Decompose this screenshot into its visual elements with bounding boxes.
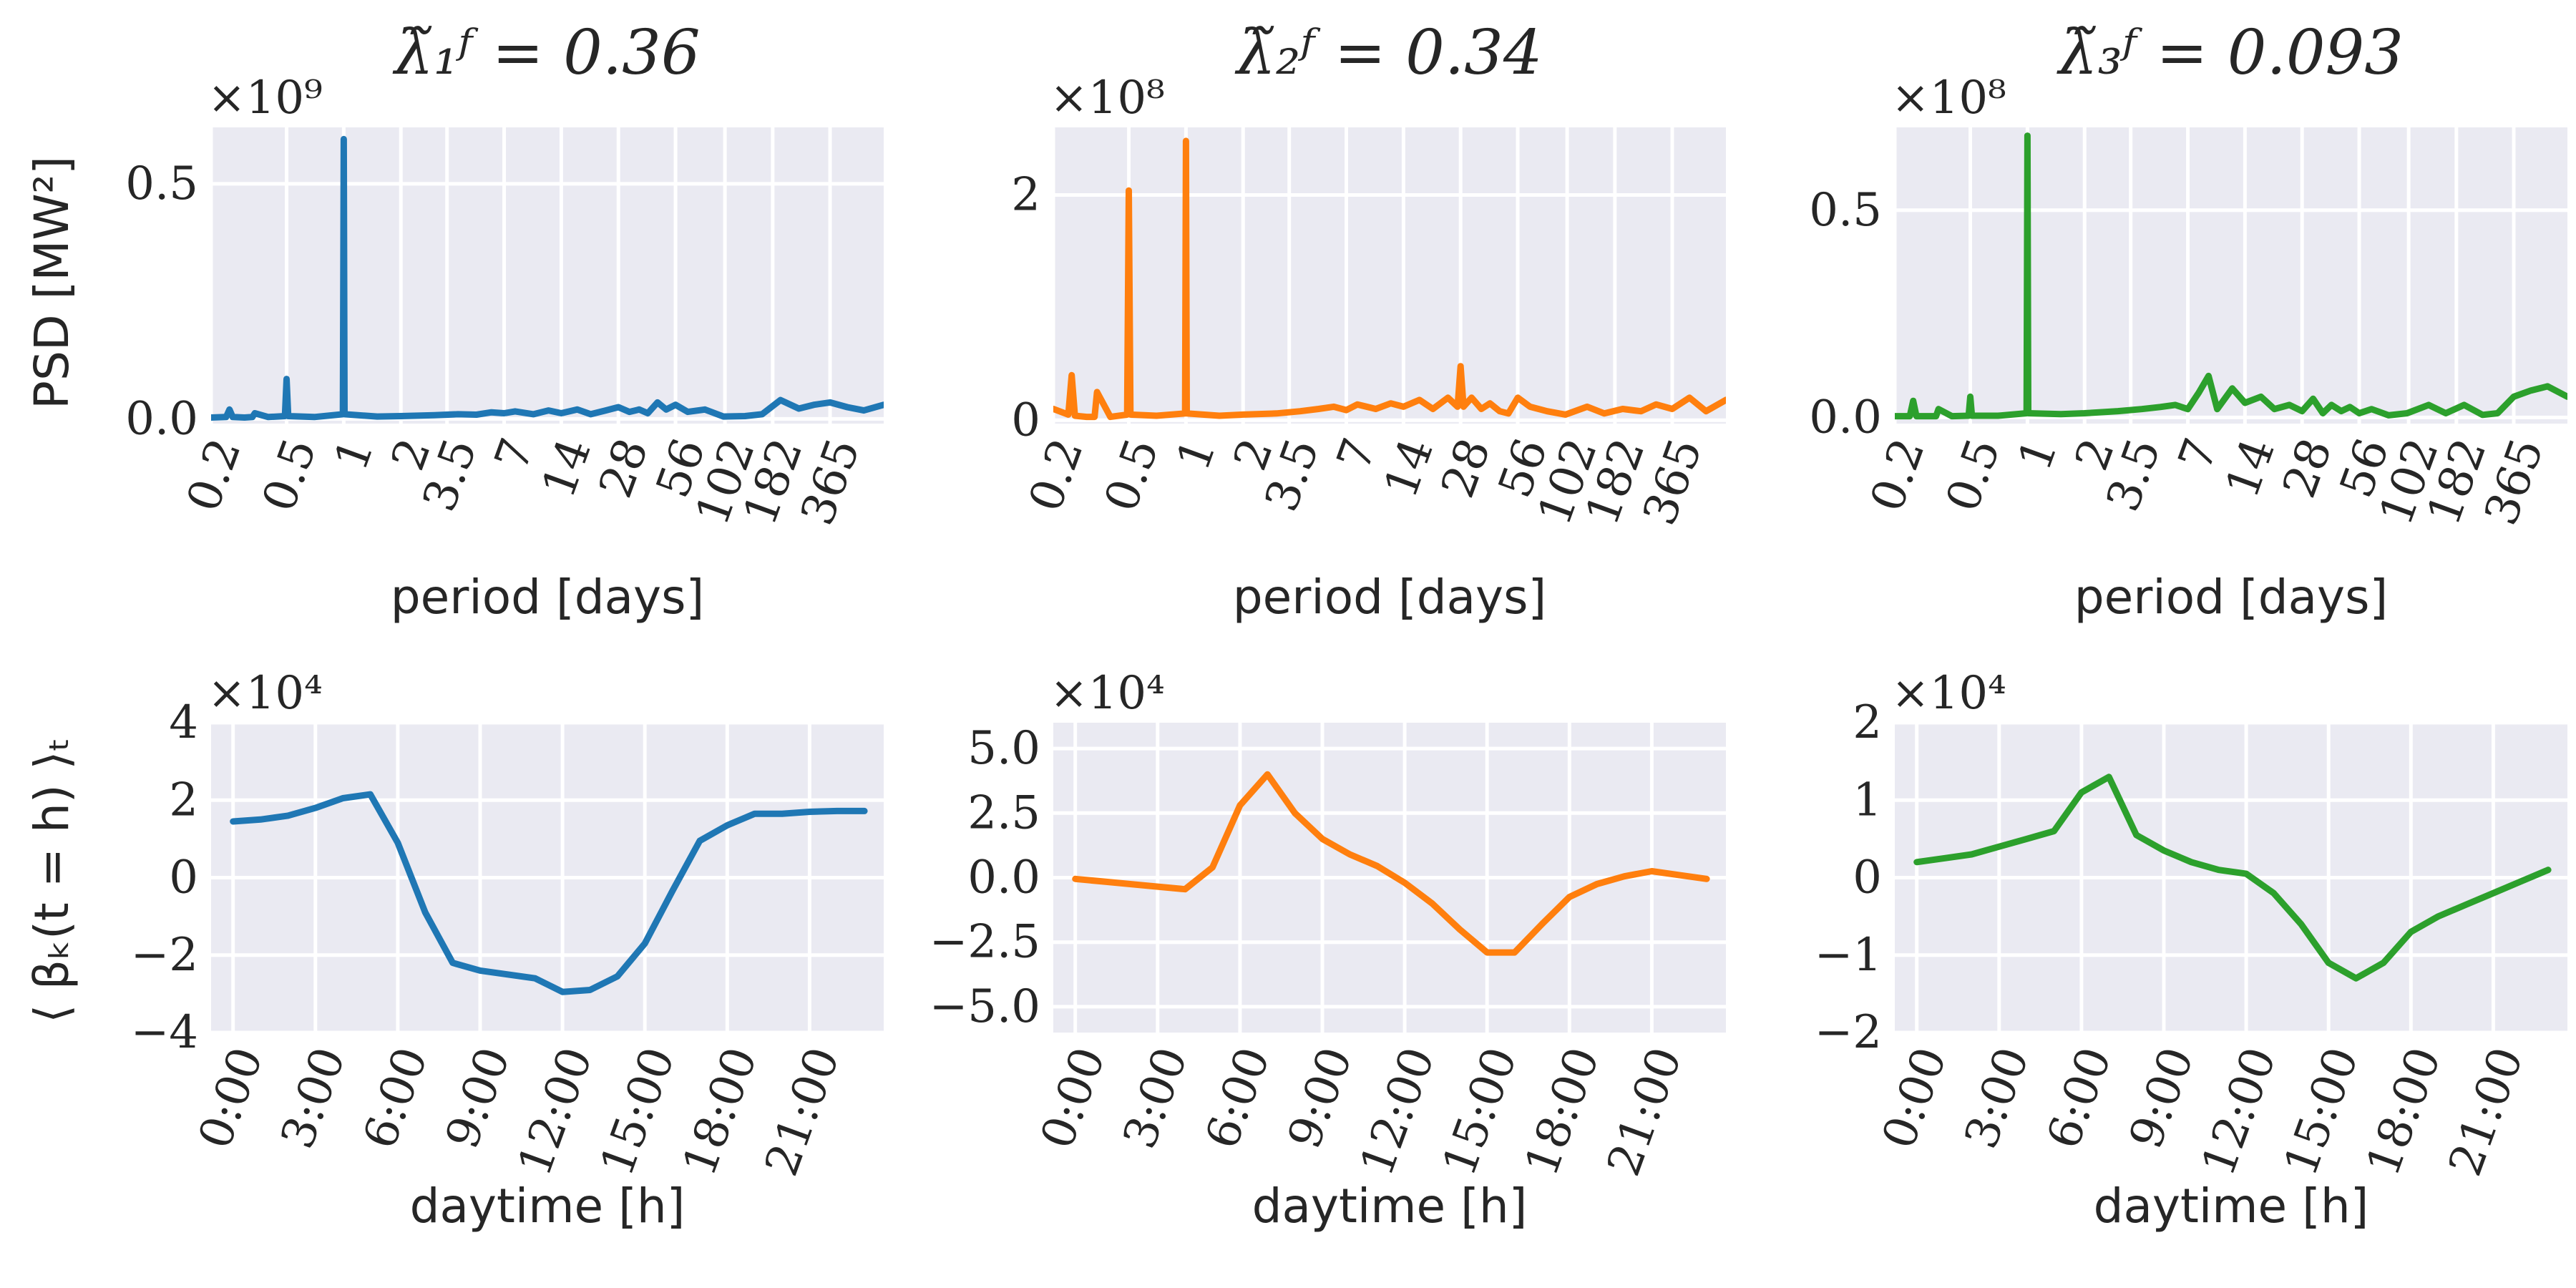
psd-1-title: λ̃₁ᶠ = 0.36 xyxy=(392,17,700,89)
beta-2-x-tick-label: 0:00 xyxy=(1031,1040,1116,1155)
beta-1-x-tick-label: 6:00 xyxy=(353,1040,439,1155)
psd-2-title: λ̃₂ᶠ = 0.34 xyxy=(1234,17,1542,89)
beta-3-x-tick-label: 15:00 xyxy=(2274,1040,2369,1183)
beta-2-y-multiplier: ×10⁴ xyxy=(1050,667,1165,720)
beta-1-x-tick-label: 0:00 xyxy=(189,1040,274,1155)
psd-2-y-tick-label: 0 xyxy=(1011,394,1040,447)
beta-3-x-tick-label: 0:00 xyxy=(1873,1040,1958,1155)
psd-1-x-tick-label: 14 xyxy=(532,431,602,504)
psd-3-x-tick-label: 28 xyxy=(2273,431,2343,504)
beta-2-x-tick-label: 18:00 xyxy=(1515,1040,1610,1183)
beta-2-series-line xyxy=(1072,771,1710,956)
beta-3-y-tick-label: −2 xyxy=(1815,1006,1882,1059)
beta-1-x-tick-label: 15:00 xyxy=(590,1040,686,1183)
psd-3-x-tick-label: 1 xyxy=(2009,431,2068,477)
beta-1-y-tick-label: −4 xyxy=(131,1006,198,1059)
beta-1-x-tick-label: 18:00 xyxy=(673,1040,768,1183)
beta-1-y-tick-label: 4 xyxy=(169,696,198,749)
psd-1-x-axis-label: period [days] xyxy=(391,570,705,625)
beta-3-y-tick-label: −1 xyxy=(1815,929,1882,982)
beta-2-y-tick-label: 0.0 xyxy=(967,852,1040,904)
beta-2-x-tick-label: 15:00 xyxy=(1433,1040,1528,1183)
psd-2-x-axis-label: period [days] xyxy=(1233,570,1547,625)
beta-1-y-multiplier: ×10⁴ xyxy=(208,667,323,720)
psd-3-x-tick-label: 0.5 xyxy=(1936,431,2011,518)
beta-3-y-multiplier: ×10⁴ xyxy=(1891,667,2006,720)
beta-3-x-tick-label: 21:00 xyxy=(2439,1040,2534,1183)
beta-2-x-tick-label: 9:00 xyxy=(1278,1040,1363,1155)
beta-1-y-tick-label: −2 xyxy=(131,929,198,982)
psd-3-series-line xyxy=(1895,132,2567,420)
psd-1-series-line xyxy=(211,135,884,421)
beta-2-y-tick-label: −5.0 xyxy=(930,980,1040,1033)
beta-2-x-tick-label: 21:00 xyxy=(1598,1040,1693,1183)
psd-1-axes: 0.2 0.5123.571428561021823650.00.5×10⁹λ̃₁… xyxy=(125,17,884,625)
psd-1-y-tick-label: 0.0 xyxy=(125,392,198,445)
beta-1-x-tick-label: 12:00 xyxy=(508,1040,603,1183)
beta-1-y-tick-label: 0 xyxy=(169,852,198,904)
beta-3-x-tick-label: 3:00 xyxy=(1955,1040,2040,1155)
psd-3-y-multiplier: ×10⁸ xyxy=(1891,72,2006,125)
psd-2-x-tick-label: 14 xyxy=(1375,431,1444,504)
beta-1-x-tick-label: 9:00 xyxy=(436,1040,521,1155)
beta-1-x-tick-label: 3:00 xyxy=(271,1040,356,1155)
beta-2-x-axis-label: daytime [h] xyxy=(1252,1179,1528,1234)
psd-2-x-tick-label: 7 xyxy=(1327,431,1387,477)
beta-3-y-tick-label: 0 xyxy=(1853,852,1882,904)
psd-3-x-tick-label: 14 xyxy=(2216,431,2285,504)
beta-y-axis-label: ⟨ βₖ(t = h) ⟩ₜ xyxy=(24,737,79,1023)
beta-3-x-tick-label: 6:00 xyxy=(2037,1040,2122,1155)
psd-2-series-line xyxy=(1053,137,1726,421)
beta-1-y-tick-label: 2 xyxy=(169,774,198,826)
beta-2-x-tick-label: 6:00 xyxy=(1196,1040,1281,1155)
psd-3-title: λ̃₃ᶠ = 0.093 xyxy=(2057,17,2404,89)
psd-3-x-tick-label: 0.2 xyxy=(1860,431,1935,518)
psd-3-y-tick-label: 0.5 xyxy=(1809,184,1882,237)
psd-2-y-tick-label: 2 xyxy=(1011,168,1040,221)
psd-1-x-tick-label: 0.5 xyxy=(253,431,327,518)
psd-2-y-multiplier: ×10⁸ xyxy=(1050,72,1165,125)
beta-3-x-tick-label: 18:00 xyxy=(2356,1040,2451,1183)
beta-3-x-tick-label: 9:00 xyxy=(2119,1040,2205,1155)
psd-3-x-tick-label: 7 xyxy=(2169,431,2228,477)
psd-3-plot-area xyxy=(1895,127,2567,424)
psd-2-x-tick-label: 28 xyxy=(1432,431,1501,504)
beta-2-x-tick-label: 12:00 xyxy=(1350,1040,1445,1183)
psd-1-x-tick-label: 28 xyxy=(590,431,659,504)
psd-2-plot-area xyxy=(1053,127,1726,424)
beta-3-series-line xyxy=(1913,774,2552,982)
psd-3-axes: 0.2 0.5123.571428561021823650.00.5×10⁸λ̃₃… xyxy=(1809,17,2567,625)
psd-y-axis-label: PSD [MW²] xyxy=(24,156,79,409)
psd-1-plot-area xyxy=(211,127,884,424)
beta-1-x-tick-label: 21:00 xyxy=(756,1040,851,1183)
beta-3-y-tick-label: 2 xyxy=(1853,696,1882,749)
psd-3-x-axis-label: period [days] xyxy=(2074,570,2389,625)
beta-3-y-tick-label: 1 xyxy=(1853,774,1882,826)
psd-1-y-multiplier: ×10⁹ xyxy=(208,72,323,125)
psd-1-y-tick-label: 0.5 xyxy=(125,157,198,210)
beta-3-x-tick-label: 12:00 xyxy=(2192,1040,2287,1183)
psd-2-x-tick-label: 0.5 xyxy=(1095,431,1169,518)
beta-1-x-axis-label: daytime [h] xyxy=(410,1179,686,1234)
beta-3-x-axis-label: daytime [h] xyxy=(2094,1179,2369,1234)
psd-2-x-tick-label: 1 xyxy=(1167,431,1226,477)
beta-2-y-tick-label: 2.5 xyxy=(967,786,1040,839)
psd-3-y-tick-label: 0.0 xyxy=(1809,391,1882,444)
beta-2-x-tick-label: 3:00 xyxy=(1113,1040,1199,1155)
psd-1-x-tick-label: 1 xyxy=(325,431,384,477)
beta-1-series-line xyxy=(230,791,868,995)
beta-2-y-tick-label: −2.5 xyxy=(930,916,1040,969)
psd-1-x-tick-label: 7 xyxy=(485,431,545,477)
beta-2-y-tick-label: 5.0 xyxy=(967,722,1040,775)
